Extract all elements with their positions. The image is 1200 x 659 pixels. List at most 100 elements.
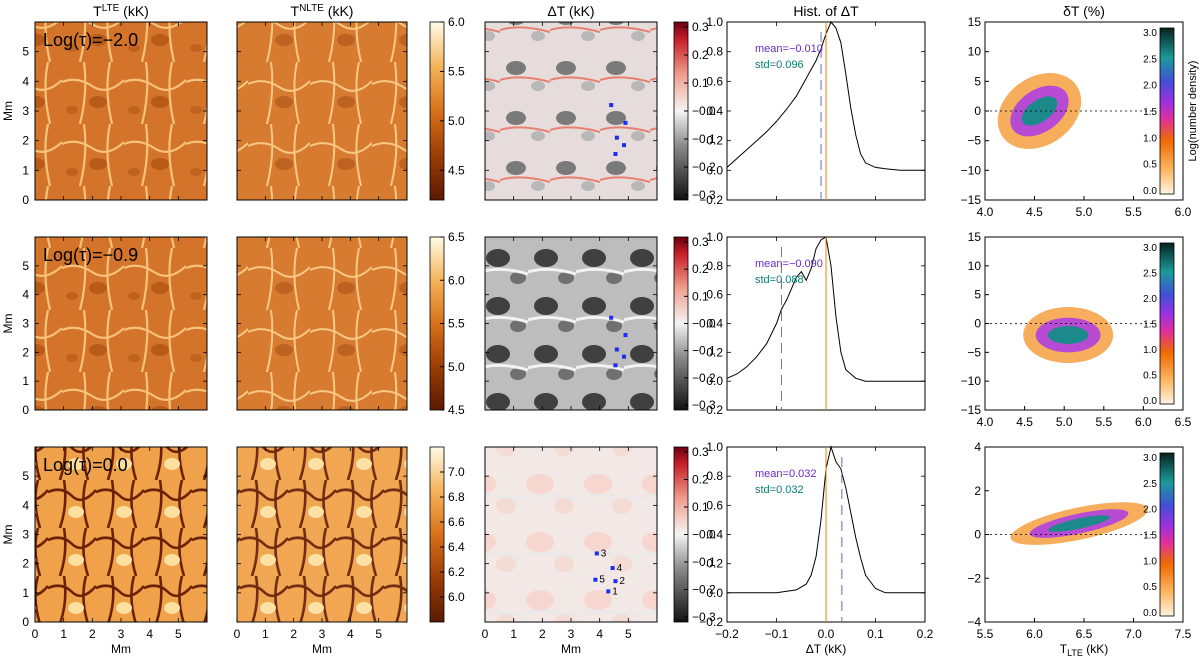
density-cbar-tick-label: 0.0 xyxy=(1143,396,1157,407)
scatter-y-tick-label: 5 xyxy=(974,288,981,302)
hist-mean-label: mean=−0.010 xyxy=(755,43,823,55)
hist-y-tick-label: 0.6 xyxy=(706,74,723,88)
scatter-x-tick-label: 4.0 xyxy=(977,415,994,429)
temperature-cbar-tick-label: 6.5 xyxy=(448,230,465,244)
density-cloud-core xyxy=(1021,96,1058,126)
dT-cbar-tick-label: −0.2 xyxy=(692,371,716,385)
scatter-y-tick-label: −10 xyxy=(961,374,982,388)
y-tick-label: 0 xyxy=(22,193,29,207)
scatter-y-tick-label: 15 xyxy=(968,230,982,244)
hist-y-tick-label: 1.0 xyxy=(706,440,723,454)
scatter-x-tick-label: 4.5 xyxy=(1016,415,1033,429)
hist-y-tick-label: 0.6 xyxy=(706,288,723,302)
hist-x-tick-label: 0.2 xyxy=(917,627,934,641)
y-tick-label: 2 xyxy=(22,345,29,359)
hist-y-tick-label: 0.4 xyxy=(706,317,723,331)
nlte-temperature-map xyxy=(236,21,408,201)
probe-marker-label: 5 xyxy=(599,575,605,586)
x-tick-label: 5 xyxy=(375,627,382,641)
column-title-lte: TLTE (kK) xyxy=(93,3,149,19)
probe-marker xyxy=(613,152,618,157)
dT-cbar-tick-label: −0.0 xyxy=(692,528,716,542)
scatter-x-tick-label: 5.0 xyxy=(1056,415,1073,429)
density-cloud-core xyxy=(1048,515,1110,532)
density-cbar-tick-label: 1.5 xyxy=(1143,107,1157,118)
y-tick-label: 2 xyxy=(22,557,29,571)
y-tick-label: 4 xyxy=(22,288,29,302)
column-title-nlte: TNLTE (kK) xyxy=(291,3,354,19)
y-tick-label: 0 xyxy=(22,403,29,417)
hist-y-tick-label: 0.8 xyxy=(706,45,723,59)
density-cbar-tick-label: 2.0 xyxy=(1143,505,1157,516)
density-colorbar xyxy=(1159,27,1175,195)
probe-marker xyxy=(609,315,614,320)
scatter-x-tick-label: 6.0 xyxy=(1175,205,1192,219)
density-cbar-tick-label: 3.0 xyxy=(1143,28,1157,39)
scatter-x-tick-label: 6.0 xyxy=(1135,415,1152,429)
dT-cbar-tick-label: 0.2 xyxy=(692,48,709,62)
row-3: Log(τ)=0.0012345Mm6.06.26.46.66.87.01234… xyxy=(1,440,1192,641)
x-tick-label: 3 xyxy=(568,627,575,641)
density-cbar-label: Log(number density) xyxy=(1187,61,1199,162)
scatter-y-tick-label: 15 xyxy=(968,15,982,29)
temperature-cbar-tick-label: 6.0 xyxy=(448,590,465,604)
probe-marker xyxy=(606,589,611,594)
probe-marker xyxy=(613,579,618,584)
scatter-y-tick-label: 10 xyxy=(968,45,982,59)
probe-marker xyxy=(622,354,627,359)
x-tick-label: 0 xyxy=(482,627,489,641)
lte-temperature-map xyxy=(34,21,208,201)
hist-std-label: std=0.032 xyxy=(755,484,804,496)
dT-cbar-tick-label: −0.3 xyxy=(692,610,716,624)
y-tick-label: 3 xyxy=(22,317,29,331)
hist-x-tick-label: 0.1 xyxy=(867,627,884,641)
density-cbar-tick-label: 1.0 xyxy=(1143,345,1157,356)
tau-label: Log(τ)=−0.9 xyxy=(43,245,138,265)
scatter-x-tick-label: 4.0 xyxy=(977,205,994,219)
y-axis-label: Mm xyxy=(1,525,15,545)
scatter-y-tick-label: −5 xyxy=(967,345,981,359)
scatter-x-tick-label: 7.0 xyxy=(1125,627,1142,641)
dT-cbar-tick-label: −0.1 xyxy=(692,555,716,569)
temperature-cbar-tick-label: 4.5 xyxy=(448,163,465,177)
dT-cbar-tick-label: −0.1 xyxy=(692,344,716,358)
dT-cbar-tick-label: −0.1 xyxy=(692,132,716,146)
probe-marker xyxy=(623,120,628,125)
hist-y-tick-label: 0.2 xyxy=(706,345,723,359)
scatter-x-tick-label: 5.5 xyxy=(977,627,994,641)
probe-marker xyxy=(609,103,614,108)
scatter-x-tick-label: 6.5 xyxy=(1076,627,1093,641)
column-title-dT: ΔT (kK) xyxy=(547,3,594,19)
scatter-y-tick-label: 2 xyxy=(974,484,981,498)
scatter-y-tick-label: 0 xyxy=(974,528,981,542)
hist-y-tick-label: −0.2 xyxy=(699,615,723,629)
y-tick-label: 5 xyxy=(22,469,29,483)
probe-marker-label: 2 xyxy=(619,576,625,587)
column-title-deltaT: δT (%) xyxy=(1063,3,1105,19)
temperature-colorbar xyxy=(429,446,445,623)
y-tick-label: 1 xyxy=(22,163,29,177)
scatter-y-tick-label: −5 xyxy=(967,134,981,148)
x-axis-label: Mm xyxy=(111,642,131,656)
probe-marker-label: 3 xyxy=(601,548,607,559)
probe-marker xyxy=(594,551,599,556)
x-tick-label: 5 xyxy=(175,627,182,641)
probe-marker xyxy=(623,333,628,338)
x-tick-label: 4 xyxy=(596,627,603,641)
dT-cbar-tick-label: 0.1 xyxy=(692,289,709,303)
y-axis-label: Mm xyxy=(1,101,15,121)
temperature-cbar-tick-label: 6.0 xyxy=(448,15,465,29)
hist-x-tick-label: −0.1 xyxy=(765,627,789,641)
density-cbar-tick-label: 2.5 xyxy=(1143,479,1157,490)
density-colorbar xyxy=(1159,452,1175,617)
density-colorbar xyxy=(1159,242,1175,405)
dT-cbar-tick-label: −0.0 xyxy=(692,317,716,331)
density-cbar-tick-label: 0.0 xyxy=(1143,608,1157,619)
probe-marker xyxy=(613,363,618,368)
hist-y-tick-label: 0.0 xyxy=(706,374,723,388)
scatter-x-tick-label: 4.5 xyxy=(1026,205,1043,219)
temperature-cbar-tick-label: 6.6 xyxy=(448,515,465,529)
y-tick-label: 4 xyxy=(22,498,29,512)
dT-cbar-tick-label: −0.2 xyxy=(692,583,716,597)
x-axis-label: Mm xyxy=(561,642,581,656)
